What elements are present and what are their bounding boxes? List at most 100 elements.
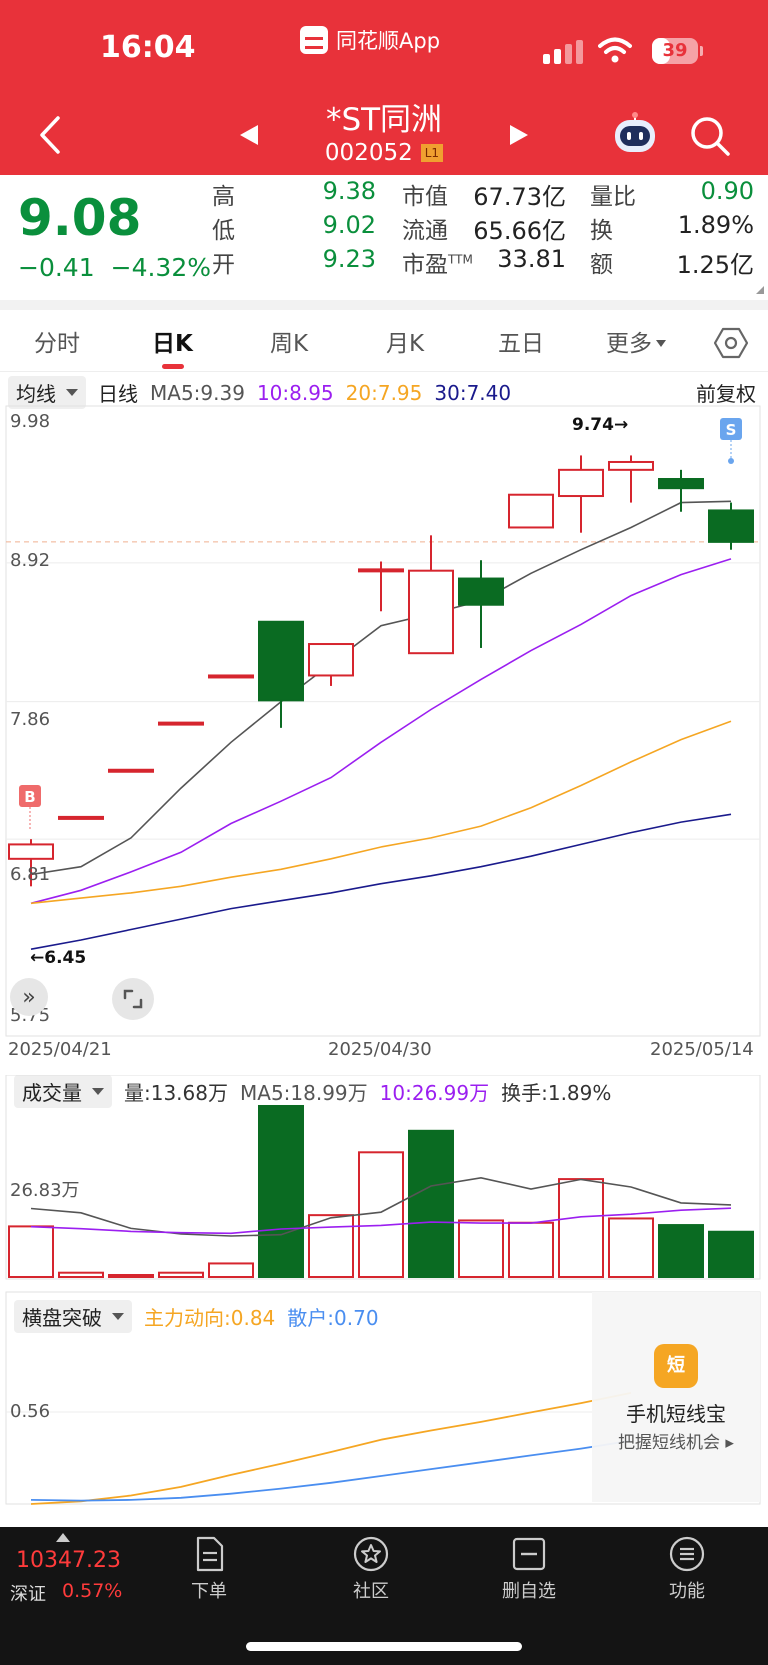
volume-turnover: 换手:1.89%	[501, 1081, 612, 1105]
volume-bar	[658, 1224, 704, 1278]
volume-ma-line	[30, 1176, 732, 1237]
search-icon[interactable]	[688, 114, 732, 158]
battery-icon: 39	[652, 38, 698, 64]
tab-monthly-k[interactable]: 月K	[386, 331, 425, 357]
indicator-selector[interactable]: 横盘突破	[14, 1300, 132, 1333]
tab-weekly-k[interactable]: 周K	[270, 331, 309, 357]
document-icon	[196, 1536, 224, 1572]
pe-sup: TTM	[448, 252, 473, 267]
indicator-lines	[30, 1392, 632, 1505]
back-button[interactable]	[30, 112, 70, 158]
hp-legend: 横盘突破 主力动向:0.84 散户:0.70	[14, 1300, 379, 1333]
expand-corner-icon[interactable]	[756, 286, 764, 294]
main-force-value: 主力动向:0.84	[144, 1306, 276, 1330]
fast-forward-icon[interactable]: »	[10, 978, 48, 1016]
volume-bar	[258, 1104, 304, 1278]
section-divider	[0, 300, 768, 310]
remove-icon	[512, 1537, 546, 1571]
app-indicator: 同花顺App	[300, 24, 440, 56]
index-up-arrow-icon	[56, 1533, 70, 1542]
tab-five-day[interactable]: 五日	[498, 331, 544, 357]
kline-candles	[8, 455, 754, 887]
candle-body	[608, 460, 654, 471]
expand-icon[interactable]	[112, 978, 154, 1020]
ma-line-ma10	[30, 558, 732, 905]
amount-label: 额	[590, 252, 613, 278]
period-label: 日线	[98, 382, 138, 406]
ma-line-ma20	[30, 720, 732, 905]
volume-bar	[408, 1129, 454, 1278]
tab-intraday[interactable]: 分时	[34, 331, 80, 357]
candle-body	[258, 620, 304, 702]
short-line-icon: 短	[654, 1344, 698, 1388]
index-change-pct: 0.57%	[62, 1580, 123, 1602]
next-stock-button[interactable]	[504, 120, 534, 150]
remove-watchlist-button[interactable]: 删自选	[484, 1535, 574, 1603]
caret-down-icon	[66, 389, 78, 396]
kline-chart[interactable]: 9.74→ ←6.45 B S	[0, 400, 768, 1040]
indicator-tick: 0.56	[10, 1401, 51, 1422]
tab-more-label: 更多	[606, 331, 652, 357]
volume-ma-lines	[30, 1176, 732, 1237]
ma-line-ma5	[30, 500, 732, 876]
period-tabs: 分时 日K 周K 月K 五日 更多	[0, 310, 768, 372]
settings-hexagon-icon[interactable]	[714, 326, 748, 360]
price-change-pct: −4.32%	[110, 253, 211, 282]
index-value[interactable]: 10347.23	[16, 1548, 121, 1573]
kline-tick-6-81: 6.81	[10, 864, 51, 885]
candle-body	[158, 721, 204, 726]
pe-value: 33.81	[497, 245, 566, 273]
indicator-line	[30, 1439, 632, 1502]
tab-daily-k[interactable]: 日K	[152, 331, 193, 357]
volume-selector[interactable]: 成交量	[14, 1075, 112, 1108]
tab-more[interactable]: 更多	[606, 324, 666, 358]
low-label: 低	[212, 218, 235, 244]
ma30-value: 30:7.40	[434, 380, 512, 405]
functions-button[interactable]: 功能	[642, 1535, 732, 1603]
float-value: 65.66亿	[473, 217, 566, 245]
high-label: 高	[212, 184, 235, 210]
candle-body	[308, 643, 354, 677]
candle-body	[58, 815, 104, 820]
prev-stock-button[interactable]	[234, 120, 264, 150]
caret-down-icon	[92, 1088, 104, 1095]
stock-code: 002052	[324, 140, 413, 166]
community-button[interactable]: 社区	[326, 1535, 416, 1603]
pe-label-text: 市盈	[402, 252, 448, 278]
cellular-signal-icon	[543, 40, 583, 64]
volume-chart[interactable]	[0, 1075, 768, 1280]
volume-value: 量:13.68万	[124, 1081, 228, 1105]
last-price: 9.08	[18, 189, 142, 247]
menu-circle-icon	[669, 1536, 705, 1572]
stock-code-row: 002052 L1	[284, 140, 484, 166]
adjust-mode[interactable]: 前复权	[696, 378, 756, 407]
amount-value: 1.25亿	[676, 251, 754, 279]
ma-selector[interactable]: 均线	[8, 376, 86, 409]
ma10-value: 10:8.95	[256, 380, 334, 405]
level-badge: L1	[420, 144, 444, 162]
adjust-mode-label: 前复权	[696, 382, 756, 406]
battery-fill	[652, 38, 670, 64]
volume-bar	[58, 1271, 104, 1278]
sell-tag-dot	[728, 458, 734, 464]
promo-title: 手机短线宝	[626, 1402, 726, 1426]
mcap-value: 67.73亿	[473, 183, 566, 211]
high-mark-label: 9.74→	[572, 415, 628, 435]
indicator-frame	[5, 1291, 761, 1505]
date-end: 2025/05/14	[650, 1039, 754, 1060]
order-button[interactable]: 下单	[164, 1535, 254, 1603]
volume-selector-label: 成交量	[22, 1081, 82, 1105]
volume-bar	[608, 1217, 654, 1278]
robot-assistant-icon[interactable]	[612, 112, 658, 156]
kline-tick-7-86: 7.86	[10, 709, 51, 730]
ma20-value: 20:7.95	[345, 380, 423, 405]
volume-legend: 成交量 量:13.68万 MA5:18.99万 10:26.99万 换手:1.8…	[14, 1075, 611, 1108]
remove-watchlist-label: 删自选	[502, 1581, 556, 1602]
app-header: 16:04 同花顺App 39 *ST同洲 002052 L1	[0, 0, 768, 175]
volume-bars	[8, 1104, 754, 1278]
volume-bar	[108, 1274, 154, 1278]
volume-bar	[508, 1221, 554, 1278]
ma-selector-label: 均线	[16, 382, 56, 406]
promo-card[interactable]: 短 手机短线宝 把握短线机会 ▸	[592, 1292, 760, 1502]
turnover-value: 1.89%	[677, 211, 754, 239]
